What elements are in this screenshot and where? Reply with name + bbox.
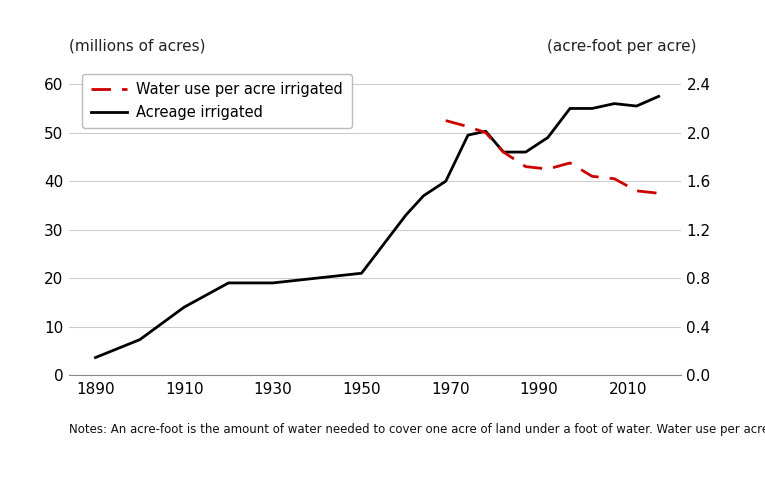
Text: (acre-foot per acre): (acre-foot per acre) — [547, 38, 696, 54]
Text: (millions of acres): (millions of acres) — [69, 38, 205, 54]
Legend: Water use per acre irrigated, Acreage irrigated: Water use per acre irrigated, Acreage ir… — [83, 74, 352, 128]
Text: Notes: An acre-foot is the amount of water needed to cover one acre of land unde: Notes: An acre-foot is the amount of wat… — [69, 422, 765, 436]
